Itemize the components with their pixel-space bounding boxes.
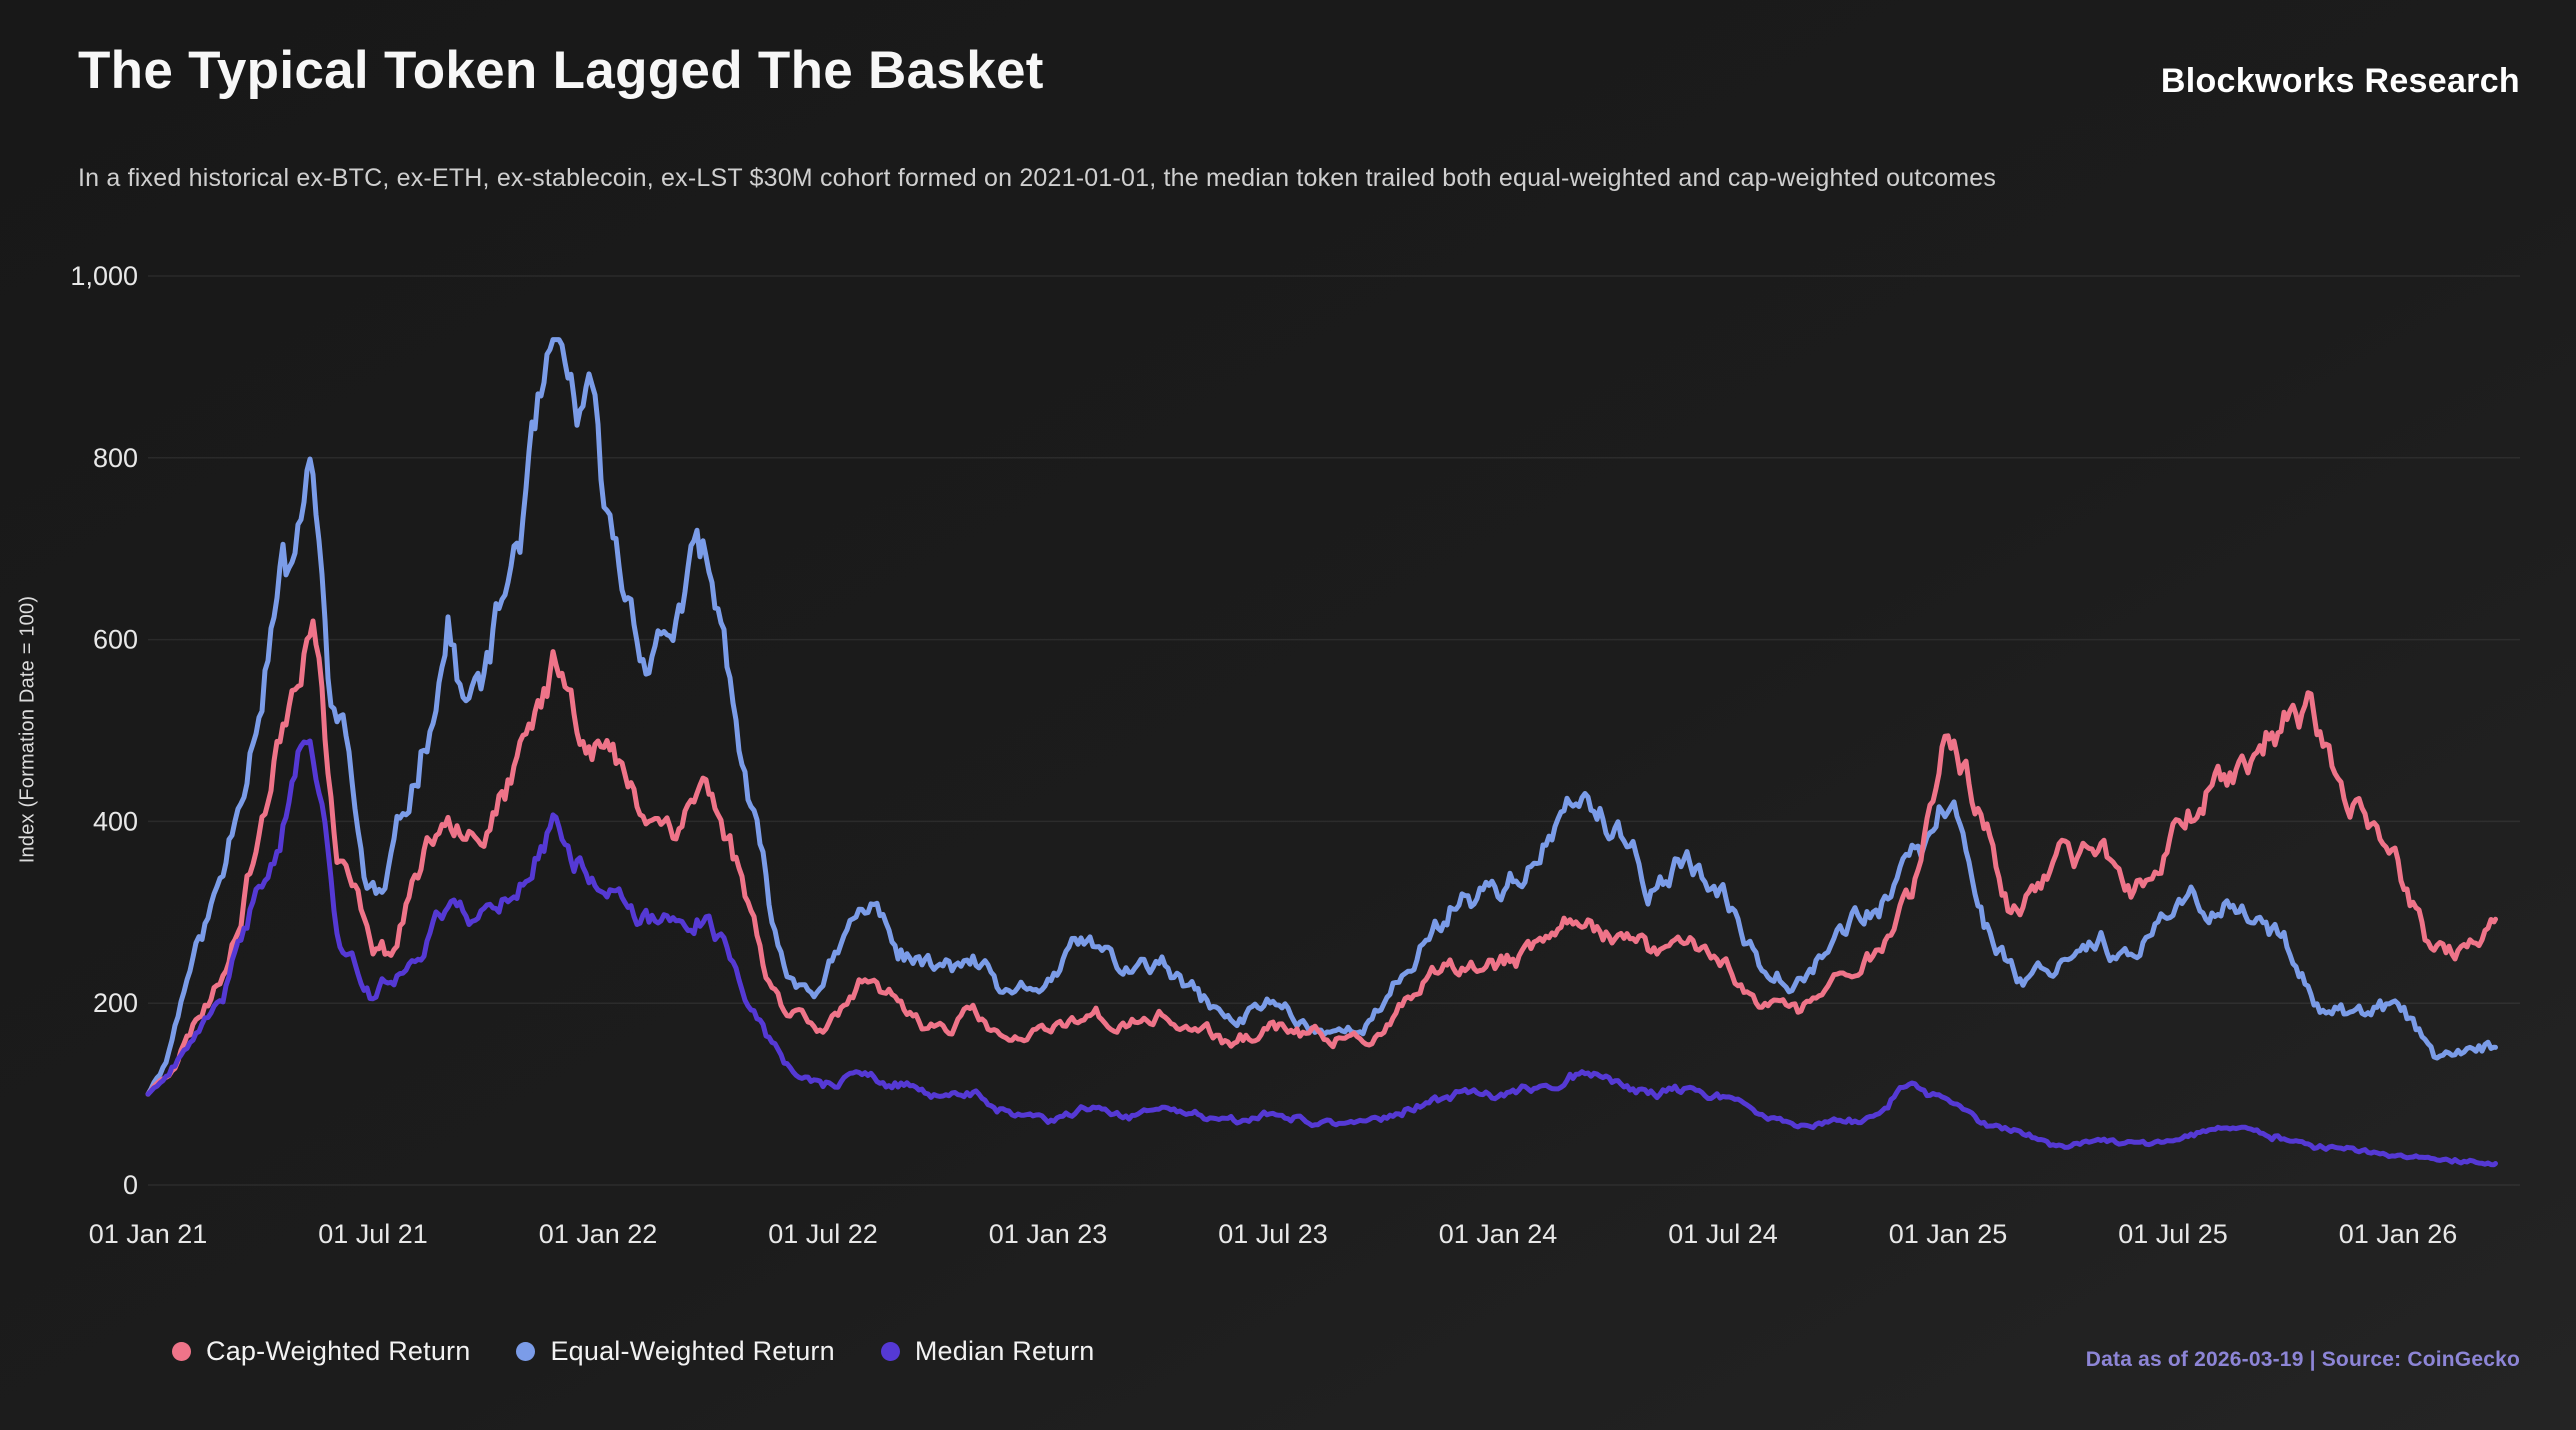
- legend-dot-icon: [172, 1342, 191, 1361]
- x-tick-label: 01 Jul 21: [318, 1219, 428, 1249]
- page-subtitle: In a fixed historical ex-BTC, ex-ETH, ex…: [78, 164, 1997, 192]
- series-line-cap-weighted-return: [145, 618, 2498, 1097]
- x-tick-label: 01 Jul 24: [1668, 1219, 1778, 1249]
- x-tick-labels: 01 Jan 21 01 Jul 21 01 Jan 22 01 Jul 22 01 J…: [89, 1219, 2458, 1249]
- y-gridlines: [148, 275, 2520, 1186]
- x-tick-label: 01 Jan 23: [989, 1219, 1108, 1249]
- legend-dot-icon: [880, 1342, 900, 1361]
- y-tick-labels: 0 200 400 600 800 1,000: [70, 261, 138, 1200]
- legend-label: Cap-Weighted Return: [206, 1336, 471, 1366]
- series-line-equal-weighted-return: [145, 337, 2498, 1097]
- x-tick-label: 01 Jan 26: [2339, 1219, 2458, 1249]
- x-tick-label: 01 Jul 25: [2118, 1219, 2228, 1249]
- y-tick-label: 200: [93, 988, 138, 1018]
- y-tick-label: 400: [93, 806, 138, 836]
- y-tick-label: 0: [123, 1170, 138, 1200]
- y-tick-label: 1,000: [70, 261, 138, 291]
- legend: Cap-Weighted Return Equal-Weighted Retur…: [172, 1336, 1095, 1367]
- x-tick-label: 01 Jan 25: [1889, 1219, 2008, 1249]
- legend-item: Median Return: [880, 1336, 1095, 1367]
- y-tick-label: 600: [93, 625, 138, 655]
- y-tick-label: 800: [93, 443, 138, 473]
- legend-item: Equal-Weighted Return: [516, 1336, 835, 1367]
- legend-item: Cap-Weighted Return: [172, 1336, 470, 1367]
- series-line-median-return: [145, 738, 2498, 1168]
- x-tick-label: 01 Jul 23: [1218, 1219, 1328, 1249]
- x-tick-label: 01 Jan 22: [539, 1219, 658, 1249]
- x-tick-label: 01 Jan 24: [1439, 1219, 1558, 1249]
- page-title: The Typical Token Lagged The Basket: [78, 41, 1044, 100]
- legend-label: Equal-Weighted Return: [550, 1336, 835, 1366]
- legend-label: Median Return: [914, 1336, 1095, 1366]
- x-tick-label: 01 Jul 22: [768, 1219, 878, 1249]
- legend-dot-icon: [516, 1342, 536, 1361]
- source-note: Data as of 2026-03-19 | Source: CoinGeck…: [2085, 1348, 2520, 1371]
- brand-logo: Blockworks Research: [2160, 62, 2520, 100]
- x-tick-label: 01 Jan 21: [89, 1219, 208, 1249]
